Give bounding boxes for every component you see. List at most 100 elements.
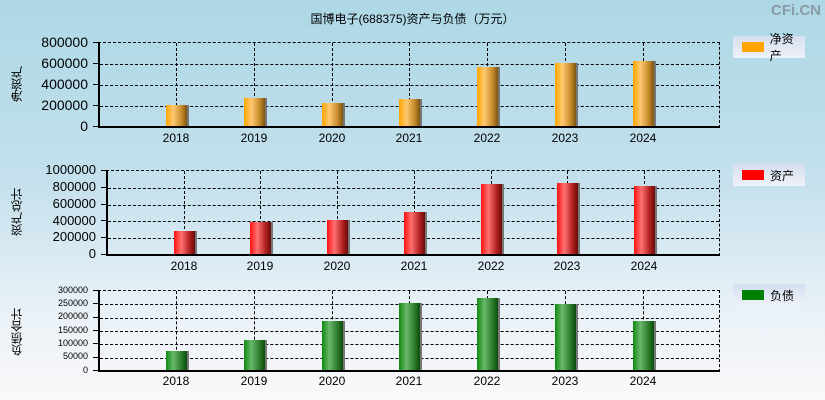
bar-2022 [476, 67, 498, 126]
bar-2020 [321, 321, 343, 370]
y-tick-mark [93, 126, 98, 127]
x-tick-label: 2024 [629, 131, 657, 145]
x-tick-label: 2023 [551, 374, 579, 388]
x-tick-label: 2021 [395, 131, 423, 145]
bar-2023 [554, 63, 576, 126]
y-tick-mark [93, 84, 98, 85]
h-gridline [108, 187, 719, 189]
bar-2019 [243, 340, 265, 370]
v-gridline [254, 43, 255, 126]
x-tick-label: 2024 [629, 374, 657, 388]
y-tick-label: 300000 [57, 284, 88, 295]
y-tick-label: 150000 [57, 324, 88, 335]
v-gridline [254, 291, 255, 370]
y-tick-mark [93, 42, 98, 43]
v-gridline [176, 291, 177, 370]
x-tick-label: 2022 [473, 131, 501, 145]
v-gridline [332, 43, 333, 126]
watermark-logo: CFi.CN [771, 2, 821, 19]
v-gridline [337, 171, 338, 254]
y-tick-mark [93, 303, 98, 305]
x-tick-label: 2020 [323, 259, 351, 273]
v-gridline [176, 43, 177, 126]
y-tick-label: 250000 [57, 297, 88, 308]
y-tick-label: 0 [82, 364, 88, 375]
y-tick-label: 800000 [41, 33, 88, 50]
bar-2024 [632, 61, 654, 126]
y-tick-label: 200000 [41, 96, 88, 113]
y-tick-mark [101, 220, 106, 222]
y-tick-label: 0 [88, 246, 96, 262]
x-tick-label: 2018 [170, 259, 198, 273]
x-tick-label: 2022 [477, 259, 505, 273]
bar-2023 [556, 183, 578, 254]
x-tick-label: 2023 [553, 259, 581, 273]
x-tick-label: 2018 [162, 131, 190, 145]
y-tick-mark [101, 186, 106, 188]
bar-2018 [173, 231, 195, 254]
legend: 净资产 [733, 32, 805, 63]
bar-2021 [403, 212, 425, 254]
bar-2019 [249, 222, 271, 254]
x-tick-label: 2021 [395, 374, 423, 388]
x-tick-label: 2021 [400, 259, 428, 273]
bar-2018 [165, 351, 187, 370]
y-tick-mark [93, 343, 98, 345]
y-tick-label: 400000 [52, 212, 96, 228]
y-tick-mark [93, 316, 98, 318]
y-tick-label: 50000 [62, 351, 88, 362]
y-tick-mark [93, 370, 98, 371]
y-tick-mark [93, 290, 98, 291]
bar-2022 [476, 298, 498, 370]
y-tick-label: 600000 [52, 195, 96, 211]
bar-2018 [165, 105, 187, 126]
y-tick-mark [93, 330, 98, 331]
v-gridline [184, 171, 185, 254]
y-tick-label: 400000 [41, 75, 88, 92]
bar-2020 [321, 103, 343, 126]
x-tick-label: 2023 [551, 131, 579, 145]
bar-2022 [480, 184, 502, 254]
legend-swatch-icon [742, 42, 764, 52]
x-tick-label: 2022 [473, 374, 501, 388]
x-tick-label: 2019 [240, 131, 268, 145]
x-tick-label: 2018 [162, 374, 190, 388]
bar-2019 [243, 98, 265, 126]
v-gridline [409, 43, 410, 126]
y-tick-label: 800000 [52, 179, 96, 194]
bar-2021 [398, 99, 420, 126]
y-tick-mark [93, 356, 98, 358]
legend-label: 净资产 [769, 32, 794, 63]
bar-2024 [633, 186, 655, 254]
v-gridline [260, 171, 261, 254]
x-tick-label: 2019 [240, 374, 268, 388]
bar-2024 [632, 321, 654, 370]
chart-title: 国博电子(688375)资产与负债（万元） [310, 12, 515, 26]
legend: 负债 [733, 284, 805, 306]
y-tick-label: 200000 [52, 229, 96, 245]
legend-label: 负债 [770, 288, 795, 303]
y-tick-mark [101, 237, 106, 239]
y-tick-label: 1000000 [45, 162, 96, 178]
y-tick-mark [93, 63, 98, 64]
y-tick-label: 600000 [41, 54, 88, 71]
legend-label: 资产 [770, 168, 795, 183]
legend: 资产 [733, 164, 805, 186]
legend-swatch-icon [742, 290, 764, 300]
legend-swatch-icon [742, 170, 764, 180]
x-tick-label: 2024 [630, 259, 658, 273]
x-tick-label: 2020 [318, 131, 346, 145]
y-tick-label: 100000 [57, 337, 88, 348]
y-tick-mark [93, 105, 98, 106]
x-tick-label: 2019 [246, 259, 274, 273]
x-tick-label: 2020 [318, 374, 346, 388]
bar-2020 [326, 220, 348, 254]
y-tick-mark [101, 170, 106, 171]
y-tick-mark [101, 254, 106, 255]
bar-2021 [398, 303, 420, 370]
h-gridline [108, 204, 719, 206]
bar-2023 [554, 304, 576, 370]
y-tick-label: 0 [80, 117, 88, 134]
y-tick-label: 200000 [57, 311, 88, 322]
y-tick-mark [101, 203, 106, 205]
